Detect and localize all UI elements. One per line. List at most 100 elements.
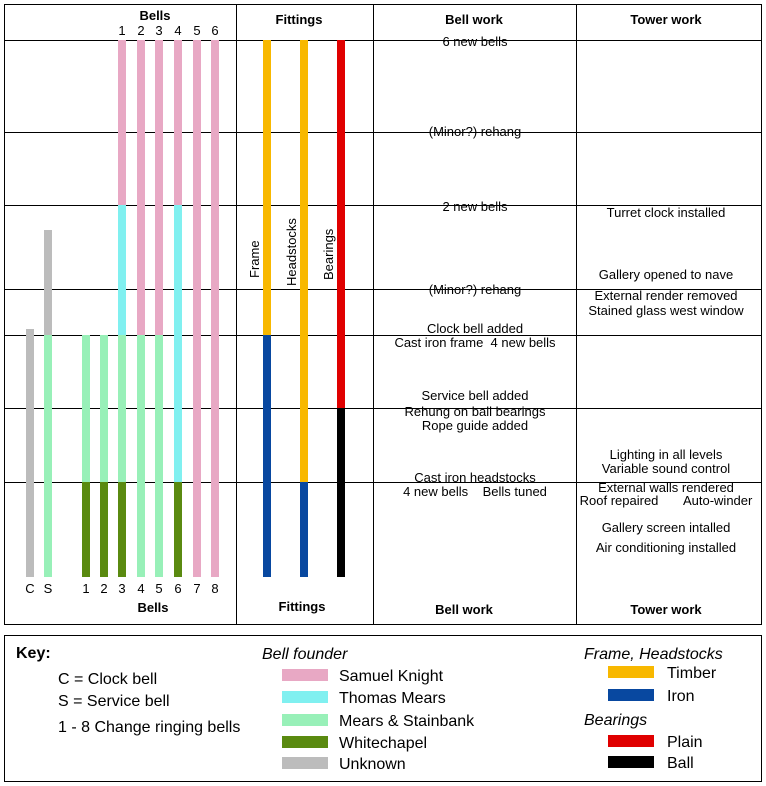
fitting-bar-segment xyxy=(263,335,271,577)
bell-number-top: 1 xyxy=(118,23,125,38)
fitting-bars xyxy=(263,40,345,577)
bell-number-top: 2 xyxy=(137,23,144,38)
key-panel: Key: C = Clock bell S = Service bell 1 - 8 … xyxy=(4,635,762,782)
founder-name: Thomas Mears xyxy=(339,690,446,707)
bearing-name: Ball xyxy=(667,755,694,772)
bell-label-bottom: 6 xyxy=(174,581,181,596)
bell-work-text: (Minor?) rehang xyxy=(429,282,522,297)
founder-swatch xyxy=(282,691,328,703)
grid-lines xyxy=(4,4,762,625)
bell-label-bottom: 8 xyxy=(211,581,218,596)
bell-bar-segment xyxy=(26,329,34,577)
fittings-header-top: Fittings xyxy=(276,12,323,27)
fitting-label: Headstocks xyxy=(284,218,299,286)
founder-swatch xyxy=(282,669,328,681)
bell-bar-segment xyxy=(118,205,126,335)
bell-bar-segment xyxy=(118,335,126,482)
text-layer: Frame Headstocks Bearings Bells Bells Fitting… xyxy=(25,8,753,617)
bell-work-text: (Minor?) rehang xyxy=(429,124,522,139)
fitting-bar-segment xyxy=(300,482,308,577)
founder-name: Whitechapel xyxy=(339,735,427,752)
towerwork-header-top: Tower work xyxy=(630,12,702,27)
fitting-bar-segment xyxy=(263,40,271,335)
bell-bar-segment xyxy=(174,40,182,205)
bell-label-bottom: C xyxy=(25,581,34,596)
tower-work-text: Gallery screen intalled xyxy=(602,520,731,535)
bearings-heading: Bearings xyxy=(584,712,647,729)
key-definition: S = Service bell xyxy=(58,693,170,710)
main-frame xyxy=(4,4,762,625)
bell-bar-segment xyxy=(118,482,126,577)
bearing-name: Plain xyxy=(667,734,703,751)
bearing-swatch xyxy=(608,756,654,768)
tower-work-text: Stained glass west window xyxy=(588,303,744,318)
tower-work-text: Roof repaired Auto-winder xyxy=(580,493,753,508)
bell-number-top: 4 xyxy=(174,23,181,38)
founder-name: Unknown xyxy=(339,756,406,773)
material-swatch xyxy=(608,689,654,701)
founder-heading: Bell founder xyxy=(262,646,348,663)
founder-swatch xyxy=(282,757,328,769)
tower-work-text: Gallery opened to nave xyxy=(599,267,733,282)
bell-number-top: 3 xyxy=(155,23,162,38)
bell-bar-segment xyxy=(118,40,126,205)
bell-work-text: Rehung on ball bearings xyxy=(405,404,546,419)
fitting-bar-segment xyxy=(337,40,345,408)
material-swatch xyxy=(608,666,654,678)
tower-work-text: Turret clock installed xyxy=(607,205,726,220)
bell-bar-segment xyxy=(44,230,52,335)
bell-work-text: Rope guide added xyxy=(422,418,528,433)
bell-work-text: Cast iron frame 4 new bells xyxy=(394,335,556,350)
fitting-label: Bearings xyxy=(321,228,336,280)
tower-work-text: Lighting in all levels xyxy=(610,447,723,462)
key-frame xyxy=(4,635,762,782)
bell-bar-segment xyxy=(100,335,108,482)
bell-label-bottom: 5 xyxy=(155,581,162,596)
tower-work-text: Variable sound control xyxy=(602,461,731,476)
fitting-label: Frame xyxy=(247,240,262,278)
bells-header-top: Bells xyxy=(139,8,170,23)
bell-bar-segment xyxy=(155,40,163,335)
bell-label-bottom: S xyxy=(44,581,53,596)
bell-bar-segment xyxy=(82,482,90,577)
bell-bar-segment xyxy=(174,205,182,482)
bearing-swatch xyxy=(608,735,654,747)
tower-work-text: External walls rendered xyxy=(598,480,734,495)
bell-label-bottom: 4 xyxy=(137,581,144,596)
bell-bar-segment xyxy=(137,335,145,577)
bell-work-text: 4 new bells Bells tuned xyxy=(403,484,547,499)
bell-bar-segment xyxy=(137,40,145,335)
fittings-header-bottom: Fittings xyxy=(279,599,326,614)
bell-bars xyxy=(26,40,219,577)
key-title: Key: xyxy=(16,645,51,662)
bell-label-bottom: 7 xyxy=(193,581,200,596)
bell-bar-segment xyxy=(211,40,219,577)
tower-work-text: External render removed xyxy=(594,288,737,303)
founder-name: Mears & Stainbank xyxy=(339,713,475,730)
founder-swatch xyxy=(282,714,328,726)
bell-work-text: 2 new bells xyxy=(442,199,508,214)
frame-heading: Frame, Headstocks xyxy=(584,646,723,663)
tower-work-text: Air conditioning installed xyxy=(596,540,736,555)
fitting-bar-segment xyxy=(337,408,345,577)
material-name: Timber xyxy=(667,665,717,682)
fitting-bar-segment xyxy=(300,40,308,482)
bell-label-bottom: 1 xyxy=(82,581,89,596)
founder-swatch xyxy=(282,736,328,748)
bell-work-text: Service bell added xyxy=(422,388,529,403)
bell-bar-segment xyxy=(100,482,108,577)
bell-label-bottom: 2 xyxy=(100,581,107,596)
bells-header-bottom: Bells xyxy=(137,600,168,615)
bell-number-top: 5 xyxy=(193,23,200,38)
bell-bar-segment xyxy=(193,40,201,577)
bell-bar-segment xyxy=(155,335,163,577)
bell-label-bottom: 3 xyxy=(118,581,125,596)
bell-work-text: Cast iron headstocks xyxy=(414,470,536,485)
bell-bar-segment xyxy=(82,335,90,482)
bell-work-text: Clock bell added xyxy=(427,321,523,336)
bell-work-text: 6 new bells xyxy=(442,34,508,49)
bellwork-header-top: Bell work xyxy=(445,12,504,27)
bell-bar-segment xyxy=(174,482,182,577)
bellwork-header-bottom: Bell work xyxy=(435,602,494,617)
